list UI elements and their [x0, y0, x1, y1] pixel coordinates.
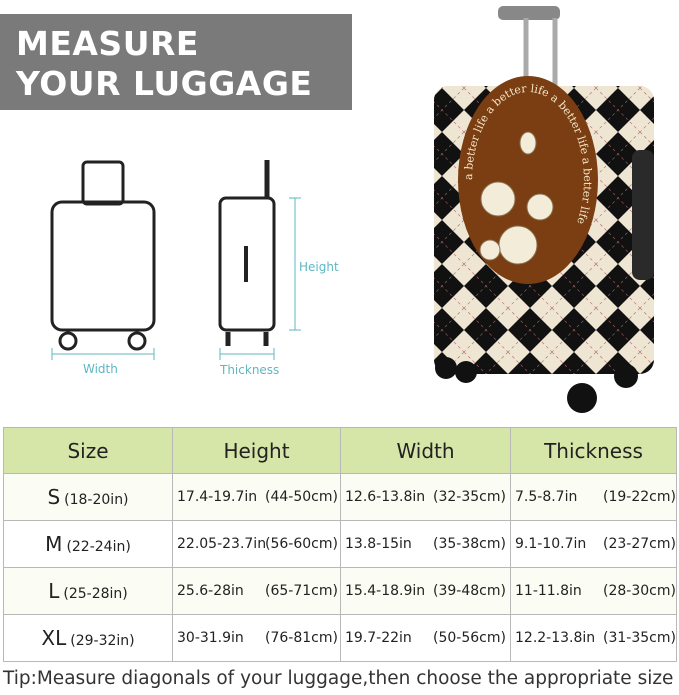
size-range: (29-32in) [70, 633, 135, 649]
cm-value: (28-30cm) [603, 583, 676, 599]
header-width: Width [340, 427, 511, 474]
cell: 13.8-15in (35-38cm) [340, 520, 511, 568]
inches-value: 12.2-13.8in [515, 630, 596, 646]
side-handle [632, 150, 654, 280]
cm-value: (65-71cm) [265, 583, 338, 599]
cm-value: (35-38cm) [433, 536, 506, 552]
inches-value: 17.4-19.7in [177, 489, 258, 505]
cell: 17.4-19.7in (44-50cm) [172, 473, 341, 521]
tip-text: Tip:Measure diagonals of your luggage,th… [3, 668, 674, 689]
size-cell: M (22-24in) [3, 520, 173, 568]
inches-value: 7.5-8.7in [515, 489, 578, 505]
cell: 12.2-13.8in (31-35cm) [510, 614, 677, 662]
cell: 25.6-28in (65-71cm) [172, 567, 341, 615]
telescoping-handle [498, 6, 560, 90]
inches-value: 12.6-13.8in [345, 489, 426, 505]
cm-value: (32-35cm) [433, 489, 506, 505]
table-row: XL (29-32in) 30-31.9in (76-81cm) 19.7-22in (5… [3, 614, 677, 662]
thickness-label: Thickness [220, 363, 280, 377]
size-range: (18-20in) [64, 492, 129, 508]
inches-value: 22.05-23.7in [177, 536, 267, 552]
size-cell: XL (29-32in) [3, 614, 173, 662]
title-line-1: MEASURE [16, 24, 199, 63]
front-view-suitcase-icon [50, 160, 156, 351]
cell: 12.6-13.8in (32-35cm) [340, 473, 511, 521]
cm-value: (44-50cm) [265, 489, 338, 505]
size-chart-table: Size Height Width Thickness S (18-20in) 17… [3, 427, 677, 662]
luggage-cover-product-image: a better life a better life a better lif… [434, 6, 654, 413]
size-label: S [47, 485, 61, 509]
size-cell: L (25-28in) [3, 567, 173, 615]
caster-wheels [435, 357, 638, 413]
size-cell: S (18-20in) [3, 473, 173, 521]
cm-value: (31-35cm) [603, 630, 676, 646]
size-label: L [48, 579, 60, 603]
size-range: (25-28in) [63, 586, 128, 602]
side-view-suitcase-icon [218, 160, 276, 346]
width-label: Width [83, 362, 118, 376]
rose-flowers-icon [479, 131, 554, 265]
luggage-measure-diagram [50, 160, 301, 360]
cm-value: (39-48cm) [433, 583, 506, 599]
header-height: Height [172, 427, 341, 474]
inches-value: 13.8-15in [345, 536, 412, 552]
cm-value: (76-81cm) [265, 630, 338, 646]
height-measure-line [289, 197, 301, 331]
cm-value: (50-56cm) [433, 630, 506, 646]
size-label: XL [41, 626, 67, 650]
floral-emblem [458, 76, 598, 284]
thickness-measure-line [219, 348, 275, 360]
cell: 7.5-8.7in (19-22cm) [510, 473, 677, 521]
cell: 30-31.9in (76-81cm) [172, 614, 341, 662]
size-range: (22-24in) [66, 539, 131, 555]
table-row: S (18-20in) 17.4-19.7in (44-50cm) 12.6-13.8i… [3, 473, 677, 521]
inches-value: 11-11.8in [515, 583, 582, 599]
inches-value: 19.7-22in [345, 630, 412, 646]
table-row: M (22-24in) 22.05-23.7in(56-60cm) 13.8-15in… [3, 520, 677, 568]
inches-value: 15.4-18.9in [345, 583, 426, 599]
inches-value: 30-31.9in [177, 630, 244, 646]
title-line-2: YOUR LUGGAGE [16, 64, 313, 103]
cell: 9.1-10.7in (23-27cm) [510, 520, 677, 568]
cm-value: (23-27cm) [603, 536, 676, 552]
cell: 11-11.8in (28-30cm) [510, 567, 677, 615]
cell: 15.4-18.9in (39-48cm) [340, 567, 511, 615]
size-label: M [45, 532, 63, 556]
header-size: Size [3, 427, 173, 474]
cell: 22.05-23.7in(56-60cm) [172, 520, 341, 568]
table-row: L (25-28in) 25.6-28in (65-71cm) 15.4-18.9in(… [3, 567, 677, 615]
cell: 19.7-22in (50-56cm) [340, 614, 511, 662]
inches-value: 25.6-28in [177, 583, 244, 599]
width-measure-line [51, 348, 155, 360]
cm-value: (56-60cm) [265, 536, 338, 552]
height-label: Height [299, 260, 339, 274]
header-thickness: Thickness [510, 427, 677, 474]
cm-value: (19-22cm) [603, 489, 676, 505]
inches-value: 9.1-10.7in [515, 536, 587, 552]
title-banner: MEASURE YOUR LUGGAGE [0, 14, 352, 110]
